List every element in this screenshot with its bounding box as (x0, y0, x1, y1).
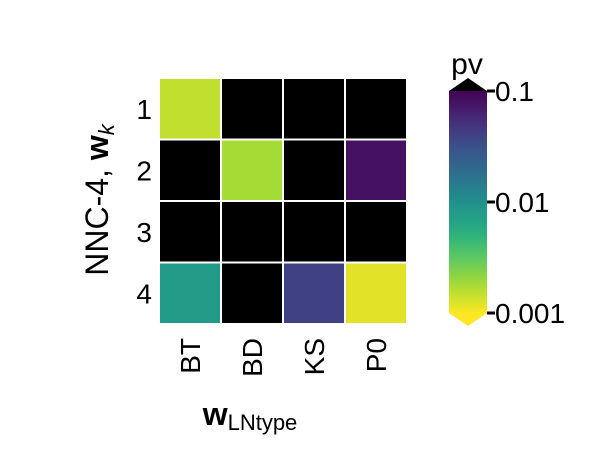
heatmap-cells (160, 79, 406, 323)
heatmap-cell-r3-c4 (346, 202, 406, 262)
heatmap-cell-r3-c2 (222, 202, 282, 262)
x-axis-label-sub: LNtype (228, 410, 298, 435)
y-axis-label: NNC-4, wk (79, 123, 119, 275)
heatmap-cell-r2-c2 (222, 140, 282, 200)
y-axis-label-prefix: NNC-4, (79, 160, 115, 276)
heatmap-cell-r1-c2 (222, 79, 282, 139)
heatmap-cell-r3-c3 (284, 202, 344, 262)
heatmap-cell-r1-c4 (346, 79, 406, 139)
heatmap-cell-r4-c4 (346, 263, 406, 323)
heatmap-cell-r1-c3 (284, 79, 344, 139)
x-tick-label-bt: BT (175, 338, 206, 374)
heatmap-cell-r1-c1 (160, 79, 220, 139)
y-tick-label-1: 1 (136, 94, 152, 125)
colorbar-tick-label: 0.1 (495, 76, 534, 107)
x-tick-label-bd: BD (237, 338, 268, 377)
heatmap-cell-r2-c4 (346, 140, 406, 200)
colorbar-ticks: 0.1 0.01 0.001 (487, 76, 565, 329)
colorbar-tick-label: 0.001 (495, 298, 565, 329)
x-tick-label-ks: KS (299, 338, 330, 375)
x-axis-label-main: w (202, 396, 228, 432)
x-tick-labels: BT BD KS P0 (175, 338, 392, 377)
colorbar-gradient (449, 91, 487, 313)
x-tick-label-p0: P0 (361, 338, 392, 372)
heatmap-cell-r2-c3 (284, 140, 344, 200)
heatmap-cell-r4-c3 (284, 263, 344, 323)
y-tick-label-3: 3 (136, 217, 152, 248)
y-tick-label-4: 4 (136, 278, 152, 309)
y-axis-label-sub: k (94, 123, 119, 135)
y-axis-label-main: w (79, 135, 115, 161)
colorbar-extend-bottom (449, 313, 487, 326)
y-tick-labels: 1 2 3 4 (136, 94, 152, 310)
heatmap-cell-r4-c2 (222, 263, 282, 323)
heatmap-cell-r4-c1 (160, 263, 220, 323)
colorbar-tick-label: 0.01 (495, 187, 550, 218)
colorbar-extend-top (449, 78, 487, 91)
colorbar: pv 0.1 0.01 0.001 (449, 48, 565, 329)
heatmap-cell-r2-c1 (160, 140, 220, 200)
heatmap-cell-r3-c1 (160, 202, 220, 262)
colorbar-title: pv (451, 48, 483, 81)
x-axis-label: wLNtype (202, 396, 298, 435)
y-tick-label-2: 2 (136, 155, 152, 186)
